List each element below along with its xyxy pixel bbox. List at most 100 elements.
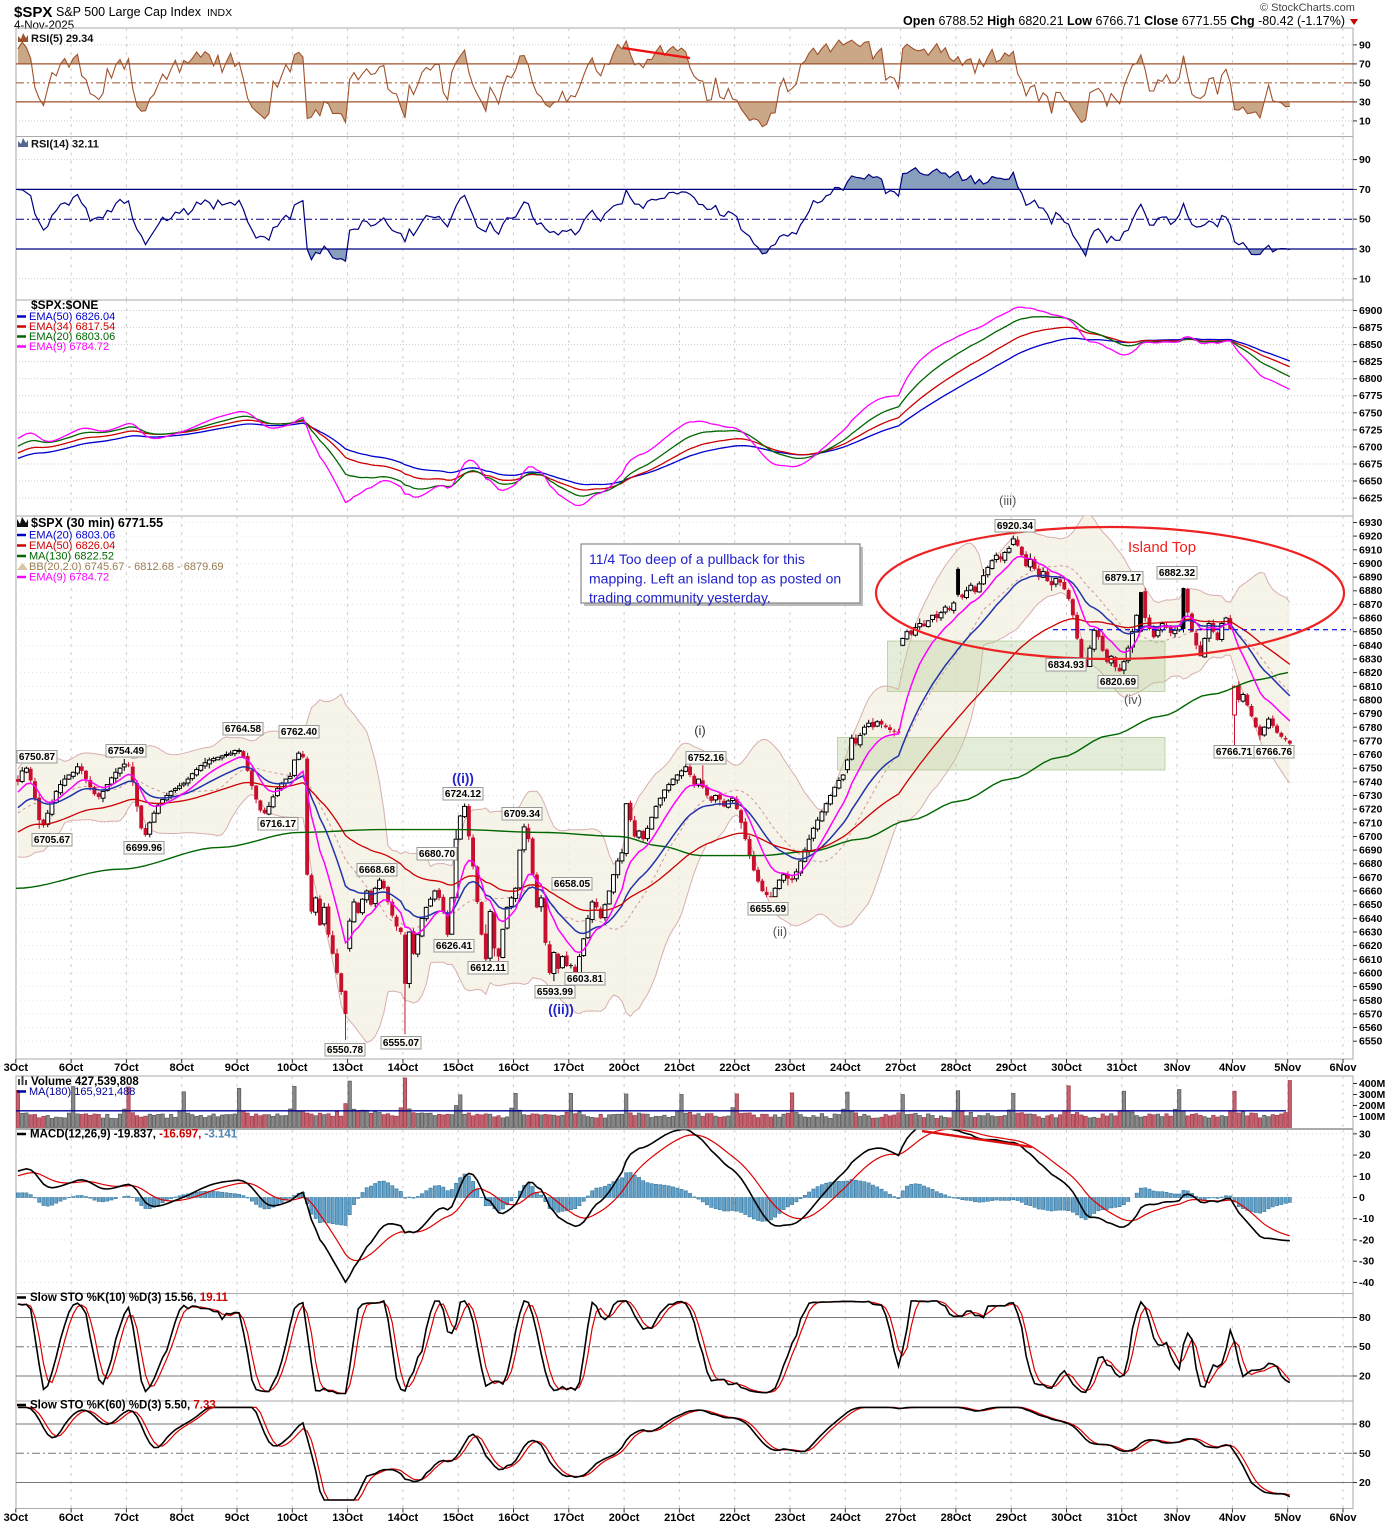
- svg-text:6675: 6675: [1359, 459, 1383, 471]
- svg-text:100M: 100M: [1359, 1111, 1386, 1123]
- svg-text:6770: 6770: [1359, 735, 1383, 747]
- svg-text:6660: 6660: [1359, 886, 1383, 898]
- svg-text:4-Nov-2025: 4-Nov-2025: [14, 20, 74, 32]
- svg-text:6834.93: 6834.93: [1048, 660, 1085, 671]
- svg-text:Slow STO %K(10) %D(3) 15.56, 1: Slow STO %K(10) %D(3) 15.56, 19.11: [30, 1292, 229, 1304]
- svg-text:Open 6788.52 High 6820.21 Low: Open 6788.52 High 6820.21 Low 6766.71 Cl…: [903, 14, 1345, 28]
- svg-text:6750.87: 6750.87: [19, 752, 56, 763]
- svg-text:3Oct: 3Oct: [4, 1062, 29, 1074]
- svg-text:6560: 6560: [1359, 1022, 1383, 1034]
- svg-text:6850: 6850: [1359, 626, 1383, 638]
- svg-text:6800: 6800: [1359, 695, 1383, 707]
- svg-text:$SPX: $SPX: [14, 4, 52, 21]
- svg-text:Island Top: Island Top: [1128, 539, 1196, 556]
- svg-text:6626.41: 6626.41: [436, 941, 473, 952]
- svg-text:30: 30: [1359, 96, 1371, 108]
- svg-text:6620: 6620: [1359, 940, 1383, 952]
- svg-text:5Nov: 5Nov: [1274, 1062, 1302, 1074]
- svg-text:6668.68: 6668.68: [359, 865, 396, 876]
- svg-text:80: 80: [1359, 1312, 1371, 1324]
- svg-text:6580: 6580: [1359, 995, 1383, 1007]
- svg-text:4Nov: 4Nov: [1219, 1062, 1247, 1074]
- svg-text:-10: -10: [1359, 1213, 1374, 1225]
- svg-text:6670: 6670: [1359, 872, 1383, 884]
- svg-text:6593.99: 6593.99: [537, 987, 574, 998]
- svg-text:6Nov: 6Nov: [1330, 1062, 1358, 1074]
- svg-text:6603.81: 6603.81: [567, 974, 604, 985]
- svg-text:0: 0: [1359, 1192, 1365, 1204]
- svg-text:MACD(12,26,9) -19.837, -16.697: MACD(12,26,9) -19.837, -16.697, -3.141: [30, 1129, 238, 1141]
- svg-text:(ii): (ii): [773, 924, 787, 939]
- svg-text:MA(180) 165,921,488: MA(180) 165,921,488: [29, 1086, 135, 1098]
- svg-text:50: 50: [1359, 214, 1371, 226]
- svg-text:6910: 6910: [1359, 544, 1383, 556]
- svg-text:6650: 6650: [1359, 476, 1383, 488]
- svg-text:(iii): (iii): [999, 493, 1016, 508]
- svg-text:30Oct: 30Oct: [1051, 1062, 1082, 1074]
- svg-text:6590: 6590: [1359, 981, 1383, 993]
- svg-text:INDX: INDX: [207, 7, 232, 19]
- svg-text:50: 50: [1359, 77, 1371, 89]
- svg-text:21Oct: 21Oct: [664, 1062, 695, 1074]
- svg-text:15Oct: 15Oct: [443, 1512, 474, 1524]
- svg-text:RSI(14) 32.11: RSI(14) 32.11: [31, 139, 99, 151]
- svg-text:9Oct: 9Oct: [225, 1512, 250, 1524]
- svg-text:6705.67: 6705.67: [34, 835, 71, 846]
- svg-text:14Oct: 14Oct: [388, 1512, 419, 1524]
- svg-text:17Oct: 17Oct: [554, 1512, 585, 1524]
- svg-text:((i)): ((i)): [452, 771, 474, 786]
- svg-text:6879.17: 6879.17: [1105, 573, 1142, 584]
- svg-text:6650: 6650: [1359, 899, 1383, 911]
- svg-text:-40: -40: [1359, 1277, 1374, 1289]
- svg-text:6825: 6825: [1359, 356, 1383, 368]
- svg-text:6550.78: 6550.78: [327, 1045, 364, 1056]
- svg-text:6900: 6900: [1359, 305, 1383, 317]
- svg-text:6640: 6640: [1359, 913, 1383, 925]
- svg-text:10: 10: [1359, 273, 1371, 285]
- svg-text:3Nov: 3Nov: [1164, 1512, 1192, 1524]
- svg-text:31Oct: 31Oct: [1107, 1512, 1138, 1524]
- svg-text:6764.58: 6764.58: [225, 724, 262, 735]
- svg-text:6870: 6870: [1359, 599, 1383, 611]
- svg-text:6810: 6810: [1359, 681, 1383, 693]
- svg-text:RSI(5) 29.34: RSI(5) 29.34: [31, 33, 94, 45]
- svg-text:6724.12: 6724.12: [445, 789, 482, 800]
- svg-text:31Oct: 31Oct: [1107, 1062, 1138, 1074]
- svg-text:7Oct: 7Oct: [114, 1512, 139, 1524]
- svg-text:6860: 6860: [1359, 613, 1383, 625]
- svg-text:3Oct: 3Oct: [4, 1512, 29, 1524]
- svg-text:6850: 6850: [1359, 339, 1383, 351]
- svg-text:6840: 6840: [1359, 640, 1383, 652]
- svg-text:-30: -30: [1359, 1256, 1374, 1268]
- svg-text:13Oct: 13Oct: [332, 1062, 363, 1074]
- svg-text:13Oct: 13Oct: [332, 1512, 363, 1524]
- svg-text:6820.69: 6820.69: [1100, 677, 1137, 688]
- svg-text:27Oct: 27Oct: [885, 1512, 916, 1524]
- svg-text:30: 30: [1359, 1128, 1371, 1140]
- svg-text:6762.40: 6762.40: [281, 727, 318, 738]
- svg-text:8Oct: 8Oct: [169, 1512, 194, 1524]
- svg-text:6900: 6900: [1359, 558, 1383, 570]
- svg-text:23Oct: 23Oct: [775, 1512, 806, 1524]
- svg-text:6750: 6750: [1359, 407, 1383, 419]
- svg-text:6709.34: 6709.34: [504, 809, 541, 820]
- svg-text:6920: 6920: [1359, 531, 1383, 543]
- svg-text:6880: 6880: [1359, 585, 1383, 597]
- svg-text:22Oct: 22Oct: [719, 1062, 750, 1074]
- svg-text:6930: 6930: [1359, 517, 1383, 529]
- svg-text:23Oct: 23Oct: [775, 1062, 806, 1074]
- svg-text:29Oct: 29Oct: [996, 1512, 1027, 1524]
- svg-text:6Oct: 6Oct: [59, 1062, 84, 1074]
- svg-text:6750: 6750: [1359, 763, 1383, 775]
- svg-text:-20: -20: [1359, 1234, 1374, 1246]
- svg-text:6775: 6775: [1359, 390, 1383, 402]
- svg-text:4Nov: 4Nov: [1219, 1512, 1247, 1524]
- svg-text:24Oct: 24Oct: [830, 1062, 861, 1074]
- svg-text:10Oct: 10Oct: [277, 1062, 308, 1074]
- svg-text:6658.05: 6658.05: [554, 879, 591, 890]
- svg-text:S&P 500 Large Cap Index: S&P 500 Large Cap Index: [56, 5, 202, 19]
- svg-text:3Nov: 3Nov: [1164, 1062, 1192, 1074]
- svg-text:90: 90: [1359, 154, 1371, 166]
- svg-text:5Nov: 5Nov: [1274, 1512, 1302, 1524]
- svg-text:6800: 6800: [1359, 373, 1383, 385]
